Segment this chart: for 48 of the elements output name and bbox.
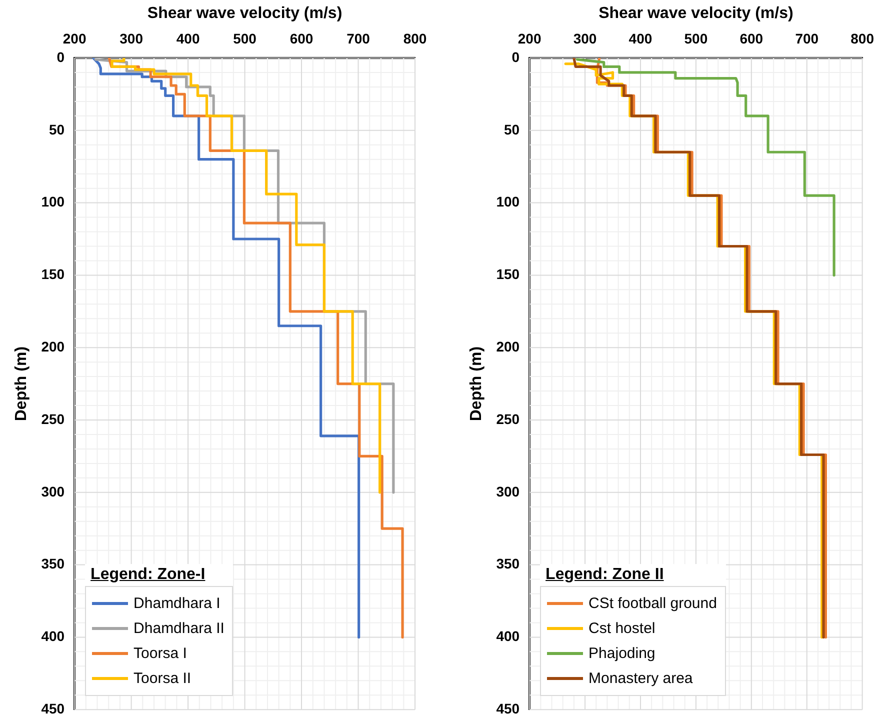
legend-label: CSt football ground xyxy=(588,594,717,612)
y-tick-label: 350 xyxy=(496,556,520,572)
x-tick-label: 600 xyxy=(740,30,764,46)
legend-label: Cst hostel xyxy=(588,620,656,637)
y-tick-label: 450 xyxy=(41,700,65,716)
x-axis-title: Shear wave velocity (m/s) xyxy=(147,5,342,22)
legend-title: Legend: Zone II xyxy=(544,564,665,585)
x-tick-label: 600 xyxy=(290,30,314,46)
y-tick-label: 400 xyxy=(496,628,520,644)
y-axis-title: Depth (m) xyxy=(13,346,30,422)
x-tick-label: 400 xyxy=(628,30,652,46)
y-tick-label: 150 xyxy=(41,266,65,282)
y-tick-label: 50 xyxy=(504,121,520,138)
y-tick-label: 0 xyxy=(56,48,65,65)
y-tick-label: 100 xyxy=(41,194,65,210)
y-tick-label: 200 xyxy=(41,338,65,354)
legend-label: Toorsa II xyxy=(134,670,192,687)
y-tick-label: 300 xyxy=(496,483,520,500)
x-tick-label: 800 xyxy=(850,30,874,46)
y-tick-label: 300 xyxy=(41,483,65,500)
x-tick-label: 700 xyxy=(795,30,819,46)
legend-label: Phajoding xyxy=(588,644,656,662)
y-tick-label: 0 xyxy=(512,48,520,65)
legend-title: Legend: Zone-I xyxy=(90,564,206,585)
y-tick-label: 250 xyxy=(41,410,65,427)
y-tick-label: 150 xyxy=(496,266,520,282)
legend-label: Toorsa I xyxy=(134,644,187,662)
legend-label: Dhamdhara II xyxy=(134,620,224,637)
x-tick-label: 500 xyxy=(233,30,257,46)
y-tick-label: 200 xyxy=(496,338,520,354)
y-tick-label: 400 xyxy=(41,628,65,644)
legend-label: Dhamdhara I xyxy=(134,594,220,612)
x-tick-label: 200 xyxy=(62,30,86,46)
x-tick-label: 700 xyxy=(346,30,370,46)
x-tick-label: 300 xyxy=(573,30,597,46)
y-axis-title: Depth (m) xyxy=(468,346,486,422)
x-tick-label: 200 xyxy=(518,30,542,46)
y-tick-label: 250 xyxy=(496,410,520,427)
x-tick-label: 500 xyxy=(684,30,708,46)
x-tick-label: 300 xyxy=(120,30,144,46)
y-tick-label: 100 xyxy=(496,194,520,210)
y-tick-label: 450 xyxy=(496,700,520,716)
legend-label: Monastery area xyxy=(588,670,693,687)
y-tick-label: 350 xyxy=(41,556,65,572)
x-tick-label: 400 xyxy=(176,30,200,46)
x-tick-label: 800 xyxy=(403,30,427,46)
y-tick-label: 50 xyxy=(48,121,65,138)
x-axis-title: Shear wave velocity (m/s) xyxy=(598,5,794,22)
